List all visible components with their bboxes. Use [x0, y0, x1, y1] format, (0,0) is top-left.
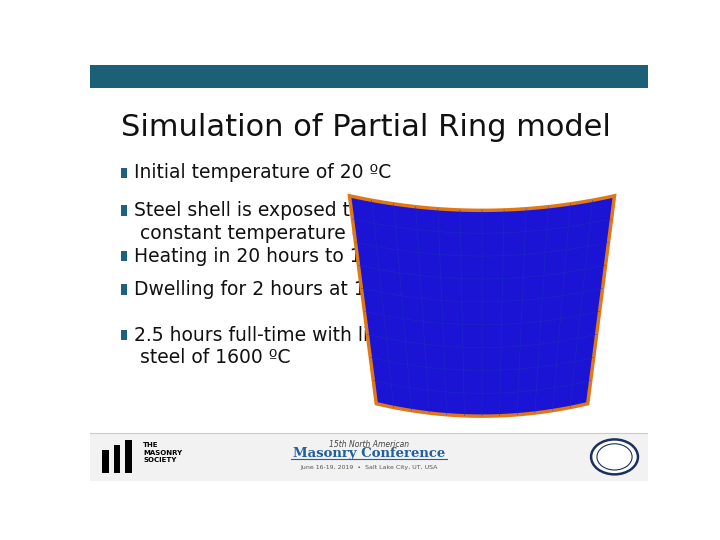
Circle shape	[591, 440, 638, 474]
FancyBboxPatch shape	[90, 433, 648, 481]
Bar	[121, 205, 127, 215]
Bar	[121, 330, 127, 340]
Text: MASONRY: MASONRY	[143, 450, 182, 456]
FancyBboxPatch shape	[90, 65, 648, 87]
Text: BYU: BYU	[602, 453, 627, 461]
Text: June 16-19, 2019  •  Salt Lake City, UT, USA: June 16-19, 2019 • Salt Lake City, UT, U…	[300, 465, 438, 470]
Bar	[125, 440, 132, 473]
Text: SOCIETY: SOCIETY	[143, 457, 176, 463]
Text: Masonry Conference: Masonry Conference	[293, 447, 445, 460]
Text: steel of 1600 ºC: steel of 1600 ºC	[140, 348, 290, 367]
Bar	[121, 251, 127, 261]
Polygon shape	[349, 196, 615, 416]
Text: Heating in 20 hours to 1050 ºC: Heating in 20 hours to 1050 ºC	[134, 247, 425, 266]
Bar	[114, 445, 120, 473]
Bar	[102, 450, 109, 473]
Circle shape	[597, 444, 632, 470]
Text: Dwelling for 2 hours at 1050 ºC: Dwelling for 2 hours at 1050 ºC	[134, 280, 429, 299]
Bar	[121, 168, 127, 178]
Text: THE: THE	[143, 442, 158, 448]
Text: Simulation of Partial Ring model: Simulation of Partial Ring model	[121, 113, 611, 141]
Text: 15th North American: 15th North American	[329, 440, 409, 449]
Text: 2.5 hours full-time with liquid: 2.5 hours full-time with liquid	[134, 326, 409, 345]
Text: Steel shell is exposed to a: Steel shell is exposed to a	[134, 201, 379, 220]
Bar	[121, 284, 127, 294]
Text: Initial temperature of 20 ºC: Initial temperature of 20 ºC	[134, 164, 392, 183]
Text: constant temperature of 20 ºC: constant temperature of 20 ºC	[140, 224, 427, 242]
